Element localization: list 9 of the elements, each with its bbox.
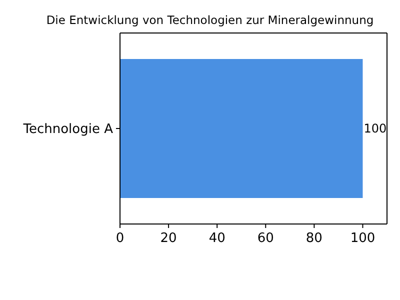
y-tick-label: Technologie A	[22, 122, 114, 138]
data-label: 100	[364, 122, 387, 136]
x-tick-label: 40	[208, 231, 226, 246]
x-tick-label: 60	[257, 231, 274, 246]
x-tick-label: 100	[350, 231, 376, 246]
chart-title: Die Entwicklung von Technologien zur Mineralgewinnung	[46, 13, 374, 27]
x-tick-label: 80	[306, 231, 322, 246]
x-tick-label: 0	[116, 231, 124, 246]
x-tick-label: 20	[160, 231, 177, 246]
